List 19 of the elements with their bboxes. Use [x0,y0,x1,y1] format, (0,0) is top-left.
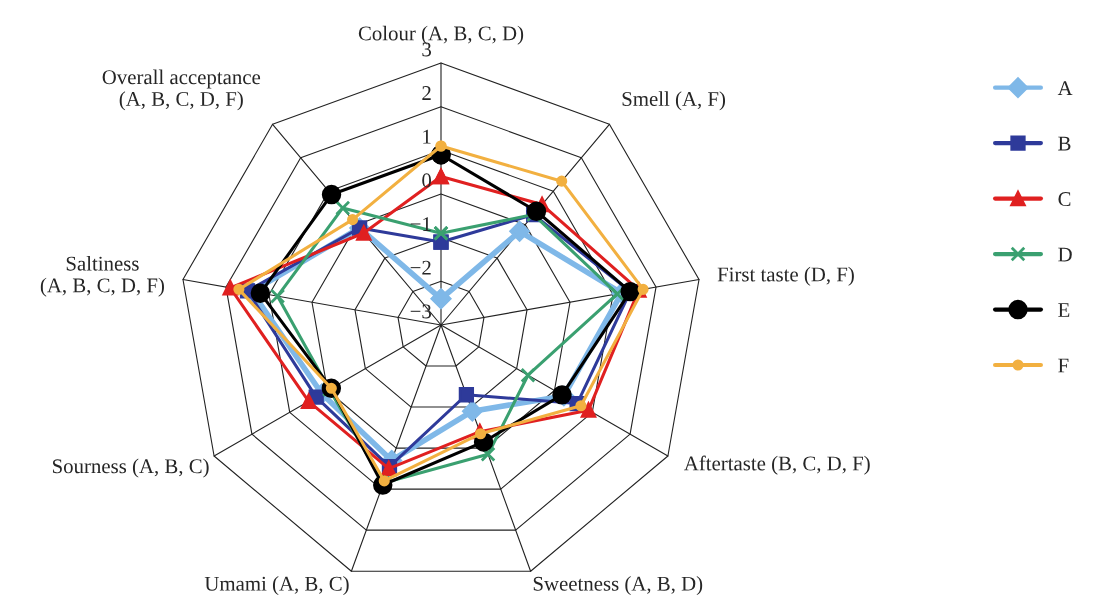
spoke-label: Umami (A, B, C) [204,576,349,596]
legend-label: E [1058,303,1070,317]
spoke-label: Sourness (A, B, C) [52,458,209,478]
legend-label: D [1058,247,1072,262]
spoke-label: Aftertaste (B, C, D, F) [683,455,870,475]
y-tick-label: 0 [422,173,432,188]
legend-label: A [1057,81,1073,95]
legend-label: F [1058,358,1069,373]
legend-label: C [1058,192,1071,207]
y-tick-label: −3 [410,304,432,319]
legend-label: B [1058,136,1071,151]
spoke-label: Overall acceptance (A, B, C, D, F) [102,69,261,111]
spoke-label: Smell (A, F) [622,91,726,111]
y-tick-label: 1 [423,129,431,144]
spoke-label: Sweetness (A, B, D) [533,576,703,596]
y-tick-label: 2 [422,86,431,100]
spoke-label: Saltiness (A, B, C, D, F) [40,255,164,297]
y-tick-label: −2 [410,260,431,275]
spoke-label: First taste (D, F) [717,266,854,286]
